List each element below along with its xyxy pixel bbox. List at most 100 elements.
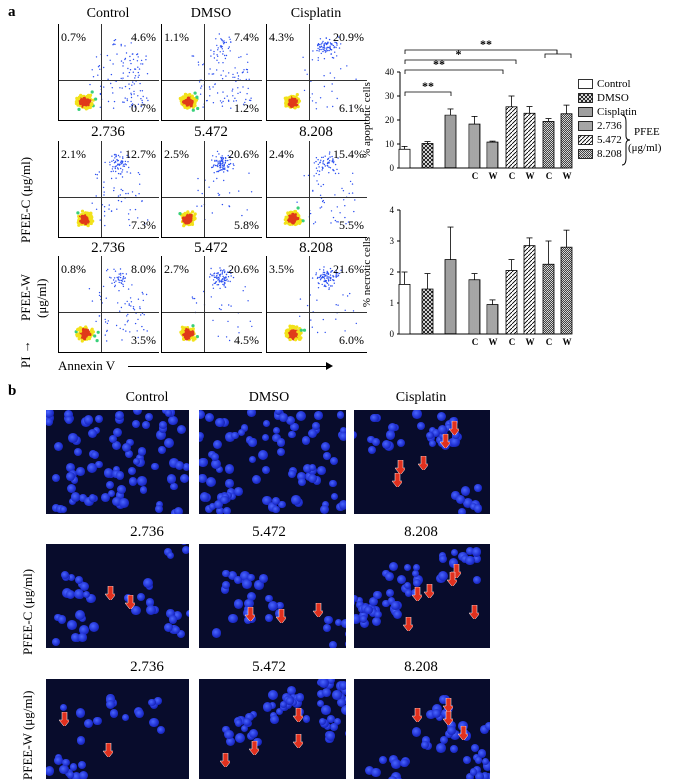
nucleus	[46, 410, 54, 418]
legend-label: DMSO	[597, 92, 629, 104]
necrotic-chart: 0 1 2 3 4 % necrotic cells C W C W C W	[361, 205, 573, 346]
nucleus	[122, 442, 132, 452]
nucleus	[420, 741, 429, 749]
quadrant-percent-ul: 2.1%	[61, 147, 86, 161]
nucleus	[137, 592, 146, 601]
nucleus	[336, 411, 345, 419]
apoptosis-arrow-icon	[440, 434, 450, 448]
quadrant-percent-lr: 1.2%	[234, 101, 259, 115]
fluo-dose-c3: 8.208	[404, 524, 438, 540]
legend-item: 2.736	[578, 120, 622, 132]
flow-plot: 2.5% 20.6% 5.8%	[161, 141, 262, 238]
nucleus	[216, 506, 225, 514]
flow-plot: 0.7% 4.6% 0.7%	[58, 24, 159, 121]
nucleus	[143, 578, 154, 589]
y-tick-label: 1	[390, 298, 395, 308]
nucleus	[317, 690, 326, 699]
nucleus	[321, 441, 331, 452]
significance-label: **	[433, 57, 445, 71]
apoptosis-arrow-icon	[449, 421, 459, 435]
nucleus	[227, 570, 238, 581]
flow-plot: 2.7% 20.6% 4.5%	[161, 256, 262, 353]
nucleus	[371, 767, 381, 778]
quadrant-percent-ur: 20.9%	[333, 30, 364, 44]
nucleus	[450, 744, 459, 753]
nucleus	[312, 422, 320, 430]
nucleus	[46, 413, 54, 423]
nucleus	[228, 492, 236, 500]
nucleus	[275, 601, 284, 610]
nucleus	[234, 719, 243, 727]
nucleus	[86, 463, 97, 473]
nucleus	[84, 415, 94, 425]
apoptosis-arrow-icon	[443, 698, 453, 712]
nucleus	[360, 619, 370, 629]
group-tick-label: C	[472, 337, 479, 346]
nucleus	[88, 494, 97, 502]
group-tick-label: W	[563, 171, 572, 181]
nucleus	[386, 430, 396, 440]
nucleus	[78, 770, 89, 779]
nucleus	[66, 463, 75, 472]
fluorescence-image	[199, 679, 346, 779]
nucleus	[312, 476, 322, 485]
nucleus	[321, 705, 331, 715]
nucleus	[385, 588, 395, 597]
nucleus	[87, 428, 97, 439]
flow-axis-arrow-line	[128, 366, 330, 367]
fluo-col-dmso: DMSO	[248, 390, 290, 405]
nucleus	[146, 605, 156, 616]
group-tick-label: W	[526, 171, 535, 181]
nucleus	[60, 703, 68, 711]
nucleus	[144, 412, 154, 422]
nucleus	[378, 755, 388, 765]
nucleus	[148, 698, 156, 707]
nucleus	[333, 717, 342, 726]
quadrant-percent-lr: 0.7%	[131, 101, 156, 115]
nucleus	[240, 424, 249, 432]
apoptosis-arrow-icon	[447, 572, 457, 586]
nucleus	[247, 591, 257, 601]
legend-item: DMSO	[578, 92, 629, 104]
nucleus	[234, 576, 243, 585]
nucleus	[199, 492, 210, 502]
nucleus	[82, 591, 90, 599]
nucleus	[387, 775, 397, 779]
nucleus	[101, 493, 110, 502]
quadrant-percent-ur: 21.6%	[333, 262, 364, 276]
nucleus	[290, 422, 299, 432]
bar-7	[542, 263, 555, 335]
nucleus	[116, 485, 127, 495]
bar-0	[398, 284, 411, 335]
fluo-dose-c1: 2.736	[130, 524, 164, 540]
nucleus	[322, 500, 330, 508]
nucleus	[66, 472, 76, 482]
bar-5	[505, 106, 518, 169]
nucleus	[112, 496, 122, 507]
nucleus	[269, 701, 277, 709]
nucleus	[268, 600, 279, 611]
nucleus	[317, 466, 327, 475]
quadrant-line-v	[309, 24, 310, 120]
y-tick-label: 0	[390, 329, 395, 339]
nucleus	[326, 679, 336, 685]
nucleus	[231, 431, 239, 439]
bar-1	[421, 143, 434, 169]
nucleus	[457, 507, 467, 514]
bar-6	[523, 245, 536, 335]
nucleus	[338, 680, 346, 691]
flow-scatter	[179, 267, 253, 342]
nucleus	[52, 504, 61, 512]
significance-bracket	[404, 59, 517, 64]
fluorescence-image	[199, 410, 346, 514]
nucleus	[174, 507, 184, 514]
fluorescence-image	[46, 679, 189, 779]
group-tick-label: C	[546, 171, 553, 181]
nucleus	[436, 713, 444, 721]
nucleus	[469, 768, 478, 776]
legend-swatch	[578, 135, 593, 145]
nucleus	[474, 755, 483, 764]
nucleus	[199, 410, 206, 420]
nucleus	[106, 481, 115, 490]
nucleus	[142, 421, 150, 429]
